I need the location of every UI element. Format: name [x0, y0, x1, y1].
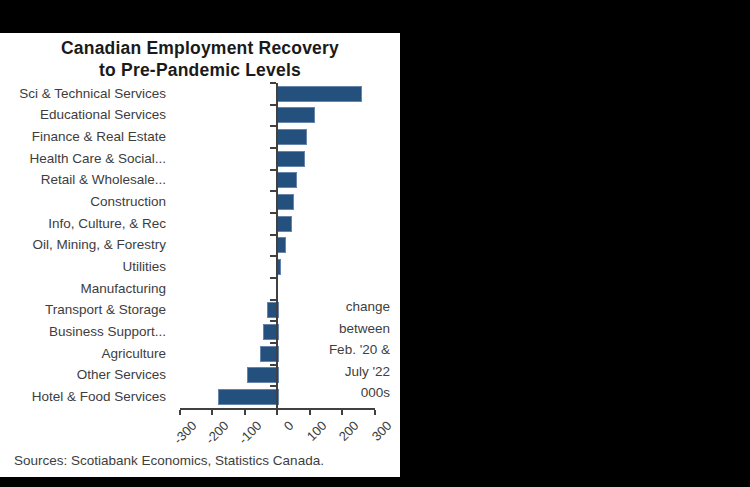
- category-axis-tick: [270, 82, 276, 84]
- bar-positive: [277, 86, 362, 102]
- category-axis-tick: [270, 190, 276, 192]
- category-label: Agriculture: [0, 345, 166, 363]
- bar-positive: [277, 129, 307, 145]
- value-axis-tick: [244, 410, 246, 415]
- category-axis-tick: [270, 169, 276, 171]
- bar-positive: [277, 194, 294, 210]
- category-axis-tick: [270, 277, 276, 279]
- annotation-line: 000s: [329, 382, 390, 404]
- bar-negative: [218, 389, 279, 405]
- bar-positive: [277, 216, 292, 232]
- value-axis-tick: [276, 410, 278, 415]
- category-label: Transport & Storage: [0, 301, 166, 319]
- annotation-line: between: [329, 318, 390, 340]
- annotation-line: change: [329, 296, 390, 318]
- category-label: Health Care & Social...: [0, 150, 166, 168]
- category-axis-tick: [270, 147, 276, 149]
- value-axis-tick: [374, 410, 376, 415]
- category-label: Manufacturing: [0, 280, 166, 298]
- bar-positive: [277, 172, 297, 188]
- screenshot-root: Canadian Employment Recovery to Pre-Pand…: [0, 0, 750, 487]
- bar-positive: [277, 237, 286, 253]
- plot-area: Sci & Technical Services Educational Serv…: [0, 33, 400, 477]
- category-axis-tick: [270, 234, 276, 236]
- chart-panel: Canadian Employment Recovery to Pre-Pand…: [0, 33, 400, 477]
- category-label: Other Services: [0, 366, 166, 384]
- annotation-line: July '22: [329, 361, 390, 383]
- category-label: Oil, Mining, & Forestry: [0, 236, 166, 254]
- value-axis-tick: [309, 410, 311, 415]
- category-axis-tick: [270, 342, 276, 344]
- category-label: Info, Culture, & Rec: [0, 215, 166, 233]
- category-axis-tick: [270, 385, 276, 387]
- category-axis-tick: [270, 320, 276, 322]
- value-axis-tick: [341, 410, 343, 415]
- category-label: Finance & Real Estate: [0, 128, 166, 146]
- value-axis-tick: [179, 410, 181, 415]
- chart-annotation: change between Feb. '20 & July '22 000s: [329, 296, 390, 404]
- category-label: Construction: [0, 193, 166, 211]
- bar-positive: [277, 151, 305, 167]
- category-label: Retail & Wholesale...: [0, 171, 166, 189]
- category-axis-tick: [270, 255, 276, 257]
- category-label: Educational Services: [0, 106, 166, 124]
- category-axis-tick: [270, 125, 276, 127]
- category-label: Business Support...: [0, 323, 166, 341]
- bar-positive: [277, 107, 315, 123]
- category-label: Sci & Technical Services: [0, 85, 166, 103]
- annotation-line: Feb. '20 &: [329, 339, 390, 361]
- category-axis-tick: [270, 104, 276, 106]
- sources-note: Sources: Scotiabank Economics, Statistic…: [14, 453, 324, 468]
- category-label: Hotel & Food Services: [0, 388, 166, 406]
- category-axis-tick: [270, 212, 276, 214]
- category-axis-tick: [270, 364, 276, 366]
- category-axis-tick: [270, 299, 276, 301]
- category-label: Utilities: [0, 258, 166, 276]
- bar-negative: [247, 367, 279, 383]
- category-axis-line: [276, 83, 278, 410]
- value-axis-tick: [211, 410, 213, 415]
